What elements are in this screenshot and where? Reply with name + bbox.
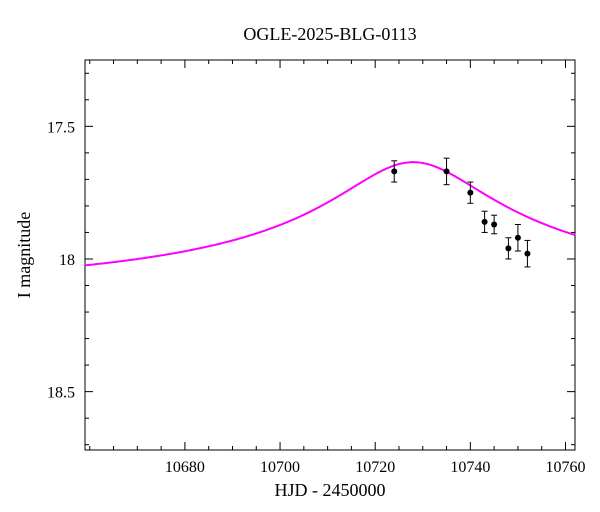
model-curve xyxy=(85,162,575,265)
x-tick-label: 10760 xyxy=(545,459,585,476)
data-point xyxy=(524,251,530,257)
y-axis-label: I magnitude xyxy=(14,212,34,298)
x-tick-label: 10720 xyxy=(355,459,395,476)
x-tick-label: 10740 xyxy=(450,459,490,476)
x-axis-label: HJD - 2450000 xyxy=(275,480,386,500)
data-point xyxy=(491,221,497,227)
x-tick-label: 10700 xyxy=(260,459,300,476)
data-point xyxy=(515,235,521,241)
chart-title: OGLE-2025-BLG-0113 xyxy=(243,24,416,44)
y-tick-label: 18.5 xyxy=(47,385,75,402)
x-tick-label: 10680 xyxy=(165,459,205,476)
y-tick-label: 18 xyxy=(59,252,75,269)
data-point xyxy=(467,190,473,196)
data-point xyxy=(482,219,488,225)
data-point xyxy=(444,168,450,174)
data-point xyxy=(391,168,397,174)
y-tick-label: 17.5 xyxy=(47,119,75,136)
chart-svg: 10680 10700 10720 10740 10760 17.5 18 18.5 HJD -… xyxy=(0,0,600,512)
data-point xyxy=(505,245,511,251)
lightcurve-chart: 10680 10700 10720 10740 10760 17.5 18 18.5 HJD -… xyxy=(0,0,600,512)
